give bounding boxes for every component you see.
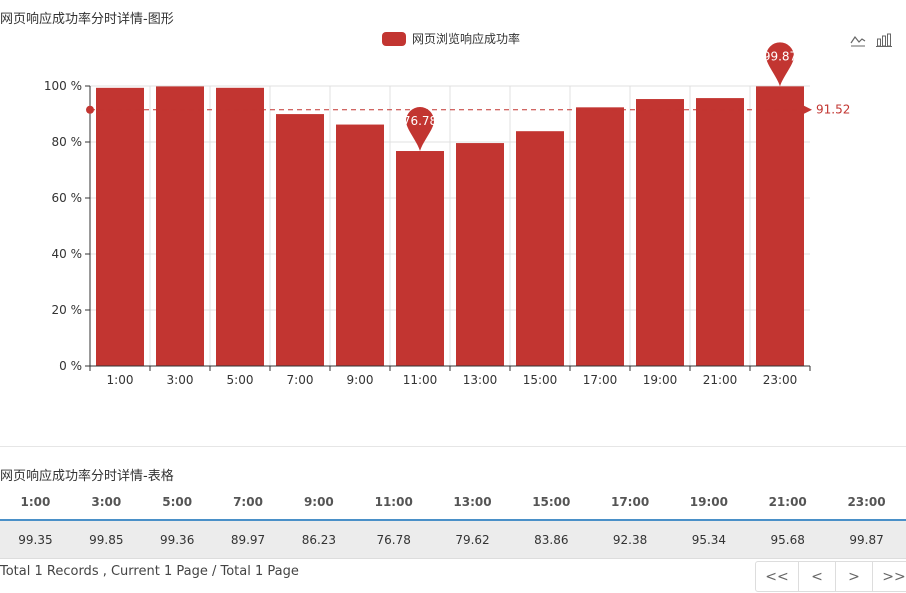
mark-point-label: 76.78 — [403, 114, 437, 128]
table-header-cell: 7:00 — [212, 485, 284, 521]
chart-axes: 0 % 20 % 40 % 60 % 80 % 100 % 1:00 3:00 5:00 7:00… — [44, 79, 811, 387]
x-tick-label: 9:00 — [347, 373, 374, 387]
table-header-cell: 3:00 — [70, 485, 142, 521]
legend-swatch — [382, 31, 406, 46]
table-cell: 99.85 — [70, 520, 142, 559]
table-header-cell: 19:00 — [669, 485, 749, 521]
bar — [516, 131, 564, 366]
table-cell: 99.35 — [0, 520, 71, 559]
pagination: << < > >> — [755, 561, 906, 592]
mark-line-arrow — [804, 105, 812, 114]
table-header-cell: 23:00 — [827, 485, 906, 521]
chart-mark-line: 91.52 — [86, 103, 850, 117]
x-tick-label: 19:00 — [643, 373, 678, 387]
y-tick-label: 0 % — [59, 359, 82, 373]
bar — [96, 87, 144, 366]
bar — [396, 151, 444, 366]
mark-line-label: 91.52 — [816, 103, 850, 117]
x-tick-label: 23:00 — [763, 373, 798, 387]
table-header-cell: 1:00 — [0, 485, 71, 521]
y-tick-label: 80 % — [52, 135, 83, 149]
bar-chart: 0 % 20 % 40 % 60 % 80 % 100 % 1:00 3:00 5:00 7:00… — [44, 42, 850, 387]
y-tick-label: 100 % — [44, 79, 82, 93]
table-cell: 99.36 — [141, 520, 213, 559]
first-page-button[interactable]: << — [755, 561, 799, 592]
table-header-cell: 5:00 — [141, 485, 213, 521]
table-header-cell: 13:00 — [433, 485, 512, 521]
last-page-button[interactable]: >> — [872, 561, 906, 592]
mark-point-pin — [406, 107, 435, 152]
table-title: 网页响应成功率分时详情-表格 — [0, 469, 174, 484]
chart-bars — [96, 86, 804, 367]
table-cell: 92.38 — [590, 520, 670, 559]
bar — [576, 107, 624, 366]
line-chart-icon[interactable] — [850, 32, 866, 48]
table-cell: 95.34 — [669, 520, 749, 559]
x-tick-label: 3:00 — [167, 373, 194, 387]
table-cell: 83.86 — [511, 520, 591, 559]
chart-title: 网页响应成功率分时详情-图形 — [0, 12, 174, 27]
table-header-cell: 9:00 — [283, 485, 355, 521]
y-tick-label: 60 % — [52, 191, 83, 205]
section-divider — [0, 446, 906, 447]
table-cell: 76.78 — [354, 520, 434, 559]
table-cell: 89.97 — [212, 520, 284, 559]
table-cell: 79.62 — [433, 520, 512, 559]
chart-toolbox — [850, 32, 892, 48]
table-header-cell: 15:00 — [511, 485, 591, 521]
data-table: 1:00 3:00 5:00 7:00 9:00 11:00 13:00 15:00 17:00… — [0, 485, 906, 559]
x-tick-label: 7:00 — [287, 373, 314, 387]
next-page-button[interactable]: > — [835, 561, 873, 592]
bar — [216, 87, 264, 367]
x-tick-label: 21:00 — [703, 373, 738, 387]
mark-point-pin — [766, 42, 794, 87]
bar — [336, 124, 384, 366]
bar — [156, 86, 204, 367]
table-cell: 99.87 — [827, 520, 906, 559]
table-row: 99.35 99.85 99.36 89.97 86.23 76.78 79.62 83.86… — [0, 520, 906, 559]
table-header-cell: 21:00 — [748, 485, 828, 521]
x-tick-label: 11:00 — [403, 373, 438, 387]
table-header-row: 1:00 3:00 5:00 7:00 9:00 11:00 13:00 15:00 17:00… — [0, 485, 906, 521]
x-tick-label: 1:00 — [107, 373, 134, 387]
x-tick-label: 17:00 — [583, 373, 618, 387]
bar — [456, 143, 504, 366]
bar — [756, 86, 804, 366]
y-tick-label: 40 % — [52, 247, 83, 261]
bar — [636, 99, 684, 366]
bar-chart-icon[interactable] — [876, 32, 892, 48]
bar — [696, 98, 744, 366]
x-tick-label: 5:00 — [227, 373, 254, 387]
chart-legend[interactable]: 网页浏览响应成功率 — [382, 30, 520, 47]
x-tick-label: 13:00 — [463, 373, 498, 387]
table-header-cell: 11:00 — [354, 485, 434, 521]
legend-label: 网页浏览响应成功率 — [412, 32, 521, 46]
prev-page-button[interactable]: < — [798, 561, 836, 592]
table-cell: 95.68 — [748, 520, 828, 559]
y-tick-label: 20 % — [52, 303, 83, 317]
pagination-info: Total 1 Records , Current 1 Page / Total… — [0, 564, 299, 579]
x-tick-label: 15:00 — [523, 373, 558, 387]
bar — [276, 114, 324, 366]
table-cell: 86.23 — [283, 520, 355, 559]
table-header-cell: 17:00 — [590, 485, 670, 521]
mark-point-label: 99.87 — [763, 49, 797, 63]
chart-mark-points: 76.78 99.87 — [403, 42, 797, 152]
